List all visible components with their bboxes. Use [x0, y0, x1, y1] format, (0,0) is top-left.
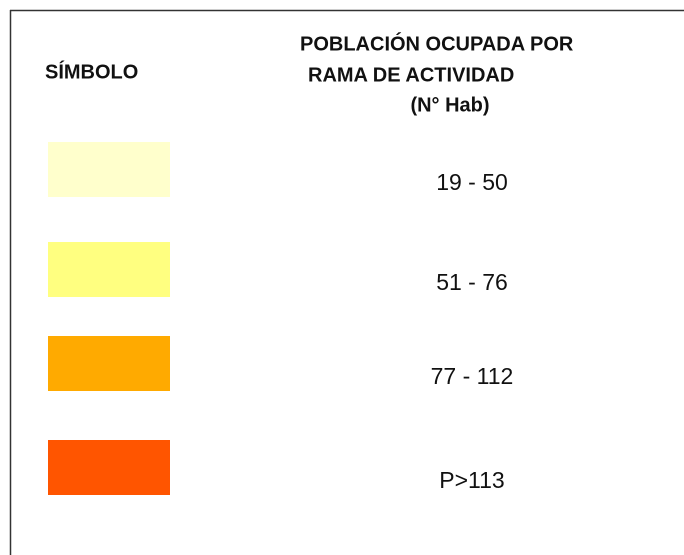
swatch [48, 336, 170, 391]
symbol-header: SÍMBOLO [45, 60, 138, 83]
title-line: (N° Hab) [410, 94, 489, 116]
item-label: 77 - 112 [431, 363, 514, 389]
swatch [48, 440, 170, 495]
item-label: 51 - 76 [436, 269, 508, 295]
swatch [48, 242, 170, 297]
swatch [48, 142, 170, 197]
item-label: P>113 [439, 467, 504, 493]
item-label: 19 - 50 [436, 169, 508, 195]
title-line: POBLACIÓN OCUPADA POR [300, 31, 574, 55]
title-line: RAMA DE ACTIVIDAD [308, 64, 514, 86]
